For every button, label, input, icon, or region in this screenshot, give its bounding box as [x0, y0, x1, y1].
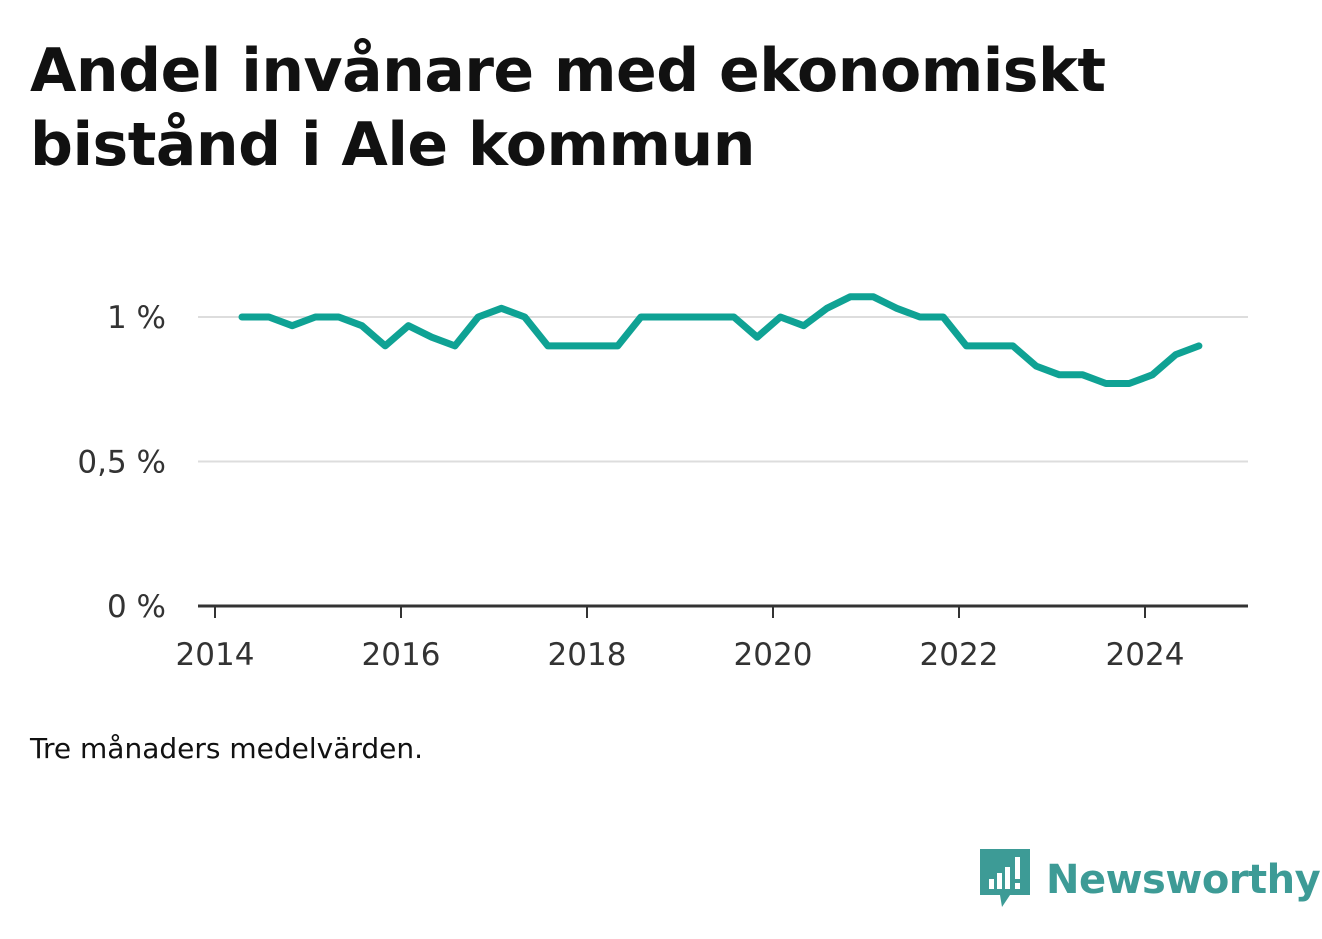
- brand-name: Newsworthy: [1046, 857, 1321, 903]
- newsworthy-logo-icon: [980, 849, 1030, 907]
- x-tick-label: 2024: [1106, 637, 1185, 673]
- y-tick-label: 1 %: [107, 300, 166, 336]
- y-tick-label: 0 %: [107, 589, 166, 625]
- series-layer: [238, 293, 1203, 387]
- x-tick-label: 2018: [548, 637, 627, 673]
- series-line: [238, 293, 1203, 387]
- chart-title: Andel invånare med ekonomiskt bistånd i …: [30, 36, 1106, 180]
- x-tick-label: 2022: [920, 637, 999, 673]
- y-tick-label: 0,5 %: [77, 445, 166, 481]
- brand-logo: Newsworthy: [980, 848, 1321, 912]
- x-tick-label: 2014: [176, 637, 255, 673]
- gridlines: [198, 316, 1248, 463]
- x-tick-label: 2020: [734, 637, 813, 673]
- chart-note: Tre månaders medelvärden.: [30, 732, 424, 765]
- x-tick-label: 2016: [362, 637, 441, 673]
- x-axis: 2014 2016 2018 2020 2022 2024: [176, 604, 1248, 673]
- y-axis-labels: 0 % 0,5 % 1 %: [77, 300, 166, 625]
